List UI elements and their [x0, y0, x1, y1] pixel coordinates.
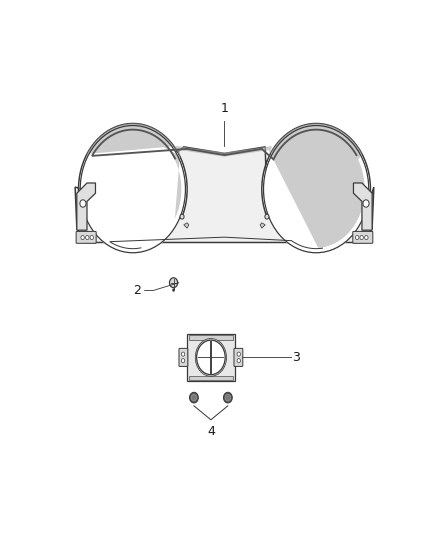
- Circle shape: [225, 394, 230, 401]
- Circle shape: [191, 394, 197, 401]
- Circle shape: [197, 340, 225, 375]
- FancyBboxPatch shape: [187, 334, 235, 381]
- Circle shape: [360, 236, 363, 240]
- FancyBboxPatch shape: [179, 349, 188, 366]
- Circle shape: [223, 392, 232, 403]
- Text: 3: 3: [293, 351, 300, 364]
- Circle shape: [80, 125, 186, 254]
- FancyBboxPatch shape: [76, 231, 96, 243]
- Circle shape: [80, 126, 185, 253]
- Polygon shape: [87, 124, 365, 248]
- Circle shape: [263, 125, 369, 254]
- Circle shape: [180, 214, 184, 219]
- Circle shape: [237, 352, 240, 356]
- Polygon shape: [75, 124, 374, 243]
- Circle shape: [356, 236, 359, 240]
- Circle shape: [237, 359, 240, 363]
- Text: 1: 1: [221, 102, 228, 115]
- Polygon shape: [260, 223, 265, 228]
- Circle shape: [181, 352, 185, 356]
- Circle shape: [264, 126, 369, 253]
- Circle shape: [265, 214, 269, 219]
- Text: 4: 4: [207, 425, 215, 438]
- Circle shape: [365, 236, 368, 240]
- FancyBboxPatch shape: [189, 376, 233, 380]
- Circle shape: [81, 236, 84, 240]
- Circle shape: [181, 359, 185, 363]
- Circle shape: [190, 392, 198, 403]
- Polygon shape: [184, 223, 189, 228]
- Circle shape: [195, 338, 226, 376]
- FancyBboxPatch shape: [234, 349, 243, 366]
- Circle shape: [172, 288, 175, 292]
- Text: 2: 2: [134, 284, 141, 297]
- Circle shape: [363, 200, 369, 207]
- Circle shape: [90, 236, 93, 240]
- Circle shape: [80, 200, 86, 207]
- Polygon shape: [353, 183, 372, 230]
- Circle shape: [86, 236, 89, 240]
- FancyBboxPatch shape: [189, 335, 233, 340]
- Circle shape: [170, 278, 178, 288]
- FancyBboxPatch shape: [353, 231, 373, 243]
- Polygon shape: [77, 183, 95, 230]
